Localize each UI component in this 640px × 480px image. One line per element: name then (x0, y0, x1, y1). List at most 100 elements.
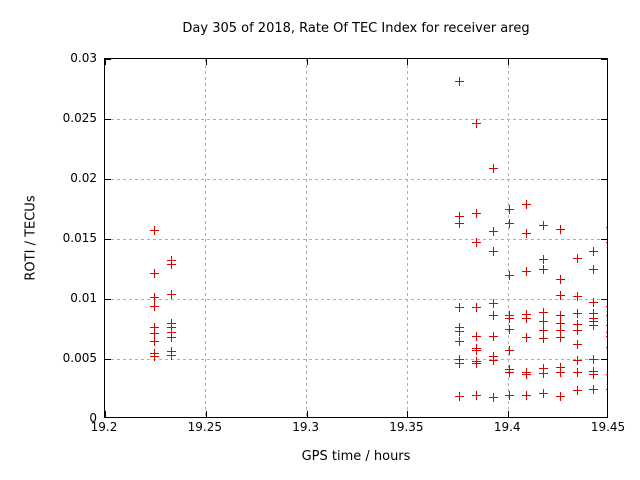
y-tick-label: 0.02 (70, 171, 97, 185)
x-tick (306, 411, 308, 417)
chart-title: Day 305 of 2018, Rate Of TEC Index for r… (182, 21, 530, 36)
data-point (555, 332, 565, 342)
data-point (605, 331, 607, 341)
data-point (505, 346, 515, 356)
data-point (454, 336, 464, 346)
data-point (471, 359, 481, 369)
data-point (572, 355, 582, 365)
x-tick-label: 19.45 (590, 420, 626, 434)
data-point (522, 390, 532, 400)
data-point (149, 293, 159, 303)
x-tick-label: 19.25 (187, 420, 222, 434)
data-point (555, 391, 565, 401)
x-tick (105, 411, 106, 417)
data-point (605, 320, 607, 330)
data-point (454, 77, 464, 87)
data-point (605, 311, 607, 321)
x-tick-label: 19.4 (493, 420, 521, 434)
data-point (538, 368, 548, 378)
data-point (572, 319, 582, 329)
data-point (505, 313, 515, 323)
x-tick-mirror (105, 59, 106, 65)
x-gridline (306, 59, 308, 417)
x-tick-mirror (407, 59, 409, 65)
data-point (149, 226, 159, 236)
data-point (538, 334, 548, 344)
data-point (149, 329, 159, 339)
data-point (166, 318, 176, 328)
data-point (522, 332, 532, 342)
data-point (538, 254, 548, 264)
data-point (605, 294, 607, 304)
data-point (505, 218, 515, 228)
data-point (166, 350, 176, 360)
data-point (166, 323, 176, 333)
data-point (555, 362, 565, 372)
data-point (488, 227, 498, 237)
data-point (166, 289, 176, 299)
y-tick-mirror (601, 179, 607, 180)
y-tick-mirror (601, 59, 607, 60)
data-point (471, 302, 481, 312)
y-gridline (105, 298, 607, 300)
data-point (454, 211, 464, 221)
data-point (454, 302, 464, 312)
data-point (555, 224, 565, 234)
y-tick-mirror (601, 119, 607, 120)
y-gridline (105, 118, 607, 120)
data-point (555, 367, 565, 377)
y-tick-label: 0.025 (62, 111, 97, 125)
x-tick-mirror (508, 59, 510, 65)
data-point (471, 209, 481, 219)
data-point (605, 384, 607, 394)
data-point (555, 325, 565, 335)
y-tick (105, 359, 111, 360)
data-point (488, 311, 498, 321)
y-tick (105, 59, 111, 60)
y-tick-label: 0.015 (62, 231, 97, 245)
data-point (589, 246, 599, 256)
x-tick-label: 19.2 (90, 420, 118, 434)
data-point (522, 313, 532, 323)
data-point (471, 119, 481, 129)
data-point (522, 228, 532, 238)
data-point (454, 326, 464, 336)
data-point (589, 264, 599, 274)
y-tick (105, 299, 111, 300)
data-point (572, 308, 582, 318)
data-point (589, 308, 599, 318)
data-point (572, 340, 582, 350)
x-tick (407, 411, 409, 417)
data-point (555, 275, 565, 285)
y-tick-label: 0 (89, 411, 97, 425)
data-point (538, 221, 548, 231)
data-point (166, 259, 176, 269)
data-point (471, 346, 481, 356)
data-point (454, 359, 464, 369)
data-point (605, 238, 607, 248)
data-point (572, 325, 582, 335)
y-tick-mirror (601, 239, 607, 240)
y-gridline (105, 358, 607, 360)
y-tick (105, 179, 111, 180)
data-point (454, 391, 464, 401)
data-point (471, 390, 481, 400)
x-tick-mirror (306, 59, 308, 65)
data-point (538, 307, 548, 317)
data-point (538, 317, 548, 327)
data-point (488, 163, 498, 173)
y-tick-mirror (601, 359, 607, 360)
data-point (454, 218, 464, 228)
data-point (572, 253, 582, 263)
data-point (605, 370, 607, 380)
x-gridline (205, 59, 207, 417)
plot-area (104, 58, 608, 418)
y-tick-label: 0.005 (62, 351, 97, 365)
y-tick (105, 119, 111, 120)
x-gridline (406, 59, 408, 417)
data-point (605, 342, 607, 352)
data-point (149, 269, 159, 279)
data-point (505, 324, 515, 334)
y-tick-label: 0.03 (70, 51, 97, 65)
data-point (505, 367, 515, 377)
